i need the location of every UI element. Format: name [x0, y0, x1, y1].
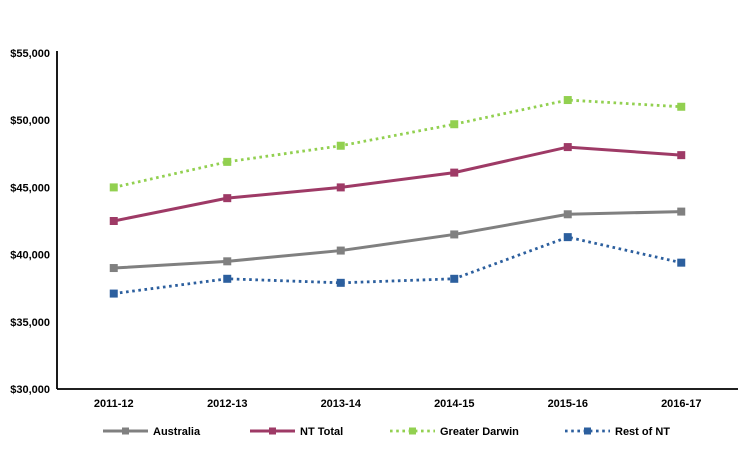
data-point-marker	[563, 143, 572, 152]
series-nt-total-line	[113, 145, 682, 223]
legend-item-rest-of-nt: Rest of NT	[565, 426, 670, 438]
legend-label: NT Total	[300, 426, 343, 438]
x-category-label: 2014-15	[434, 398, 474, 410]
data-point-marker	[677, 102, 686, 111]
y-tick-label: $30,000	[10, 384, 50, 396]
legend-marker	[269, 427, 276, 435]
series-rest-of-nt	[109, 233, 686, 298]
data-point-marker	[336, 278, 345, 287]
data-point-marker	[223, 194, 232, 203]
data-point-marker	[223, 157, 232, 166]
series-rest-of-nt-line	[113, 235, 682, 295]
data-point-marker	[336, 183, 345, 192]
legend-marker	[584, 427, 591, 435]
legend-label: Rest of NT	[615, 426, 670, 438]
series-australia-line	[113, 210, 682, 270]
data-point-marker	[336, 141, 345, 150]
y-tick-label: $50,000	[10, 115, 50, 127]
legend-item-nt-total: NT Total	[250, 426, 343, 438]
data-point-marker	[109, 183, 118, 192]
data-point-marker	[109, 217, 118, 225]
x-category-label: 2013-14	[321, 398, 362, 410]
series-australia	[109, 207, 686, 273]
data-point-marker	[109, 264, 118, 273]
x-category-label: 2011-12	[94, 398, 134, 410]
legend-marker	[122, 427, 129, 435]
data-point-marker	[450, 168, 459, 177]
data-point-marker	[223, 274, 232, 283]
y-tick-label: $35,000	[10, 317, 50, 329]
data-point-marker	[223, 257, 232, 266]
data-point-marker	[677, 151, 686, 160]
data-point-marker	[450, 230, 459, 239]
y-tick-label: $40,000	[10, 250, 50, 262]
data-point-marker	[450, 120, 459, 129]
legend-label: Greater Darwin	[440, 426, 519, 438]
legend-item-australia: Australia	[103, 426, 201, 438]
legend-marker	[409, 427, 416, 435]
data-point-marker	[677, 258, 686, 267]
y-tick-label: $55,000	[10, 48, 50, 60]
data-point-marker	[336, 246, 345, 255]
data-point-marker	[563, 210, 572, 219]
data-point-marker	[450, 274, 459, 283]
series-greater-darwin	[109, 96, 686, 192]
y-tick-label: $45,000	[10, 182, 50, 194]
x-category-label: 2016-17	[661, 398, 701, 410]
x-category-label: 2015-16	[548, 398, 588, 410]
data-point-marker	[563, 233, 572, 242]
data-point-marker	[677, 207, 686, 216]
legend-label: Australia	[153, 426, 201, 438]
data-point-marker	[109, 289, 118, 298]
legend-item-greater-darwin: Greater Darwin	[390, 426, 519, 438]
series-nt-total	[109, 143, 686, 225]
x-category-label: 2012-13	[207, 398, 247, 410]
data-point-marker	[563, 96, 572, 105]
series-greater-darwin-line	[113, 98, 682, 189]
